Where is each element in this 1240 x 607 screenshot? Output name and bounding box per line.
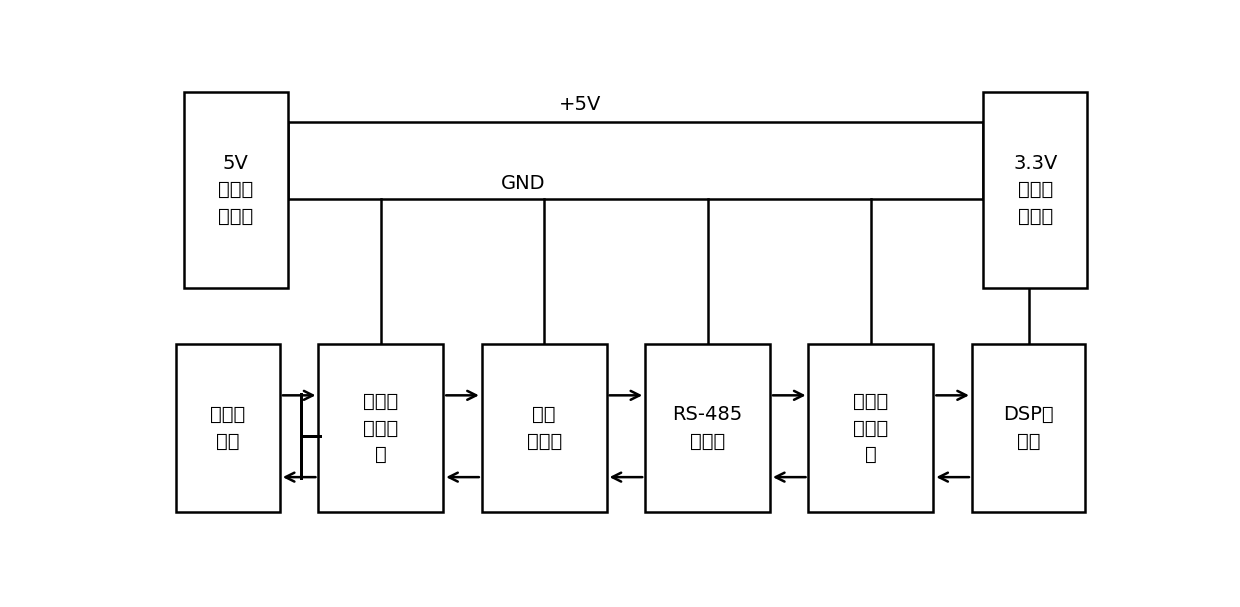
Text: 3.3V
电源转
换模块: 3.3V 电源转 换模块 (1013, 154, 1058, 226)
Text: 光电
隔离器: 光电 隔离器 (527, 405, 562, 451)
Text: GND: GND (501, 174, 546, 194)
Bar (983, 92, 1087, 288)
Bar (972, 344, 1085, 512)
Bar (319, 344, 444, 512)
Text: DSP控
制器: DSP控 制器 (1003, 405, 1054, 451)
Text: RS-485
收发器: RS-485 收发器 (672, 405, 743, 451)
Text: +5V: +5V (558, 95, 601, 114)
Bar (645, 344, 770, 512)
Text: 5V
电源供
电模块: 5V 电源供 电模块 (218, 154, 253, 226)
Text: 上位机
插口: 上位机 插口 (211, 405, 246, 451)
Bar (481, 344, 606, 512)
Bar (808, 344, 934, 512)
Bar (184, 92, 288, 288)
Text: 第二电
平转换
器: 第二电 平转换 器 (853, 392, 889, 464)
Text: 第一电
平转换
器: 第一电 平转换 器 (363, 392, 398, 464)
Bar (176, 344, 280, 512)
